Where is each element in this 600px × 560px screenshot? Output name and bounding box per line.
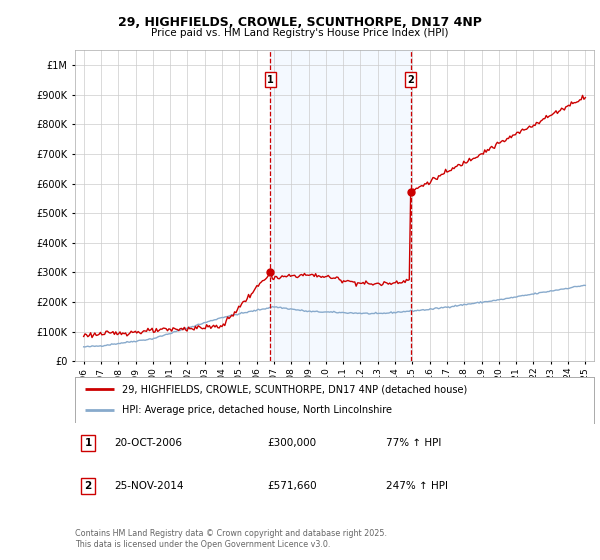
Text: 2: 2 <box>85 481 92 491</box>
Text: 25-NOV-2014: 25-NOV-2014 <box>114 481 184 491</box>
Text: Price paid vs. HM Land Registry's House Price Index (HPI): Price paid vs. HM Land Registry's House … <box>151 28 449 38</box>
Bar <box>271 50 410 361</box>
Text: 1: 1 <box>85 438 92 448</box>
Text: 247% ↑ HPI: 247% ↑ HPI <box>386 481 448 491</box>
Text: £300,000: £300,000 <box>267 438 316 448</box>
Text: HPI: Average price, detached house, North Lincolnshire: HPI: Average price, detached house, Nort… <box>122 405 392 416</box>
Text: 20-OCT-2006: 20-OCT-2006 <box>114 438 182 448</box>
Text: 77% ↑ HPI: 77% ↑ HPI <box>386 438 442 448</box>
Text: Contains HM Land Registry data © Crown copyright and database right 2025.
This d: Contains HM Land Registry data © Crown c… <box>75 529 387 549</box>
Text: 29, HIGHFIELDS, CROWLE, SCUNTHORPE, DN17 4NP (detached house): 29, HIGHFIELDS, CROWLE, SCUNTHORPE, DN17… <box>122 384 467 394</box>
Text: £571,660: £571,660 <box>267 481 317 491</box>
Text: 29, HIGHFIELDS, CROWLE, SCUNTHORPE, DN17 4NP: 29, HIGHFIELDS, CROWLE, SCUNTHORPE, DN17… <box>118 16 482 29</box>
Text: 2: 2 <box>407 75 414 85</box>
Text: 1: 1 <box>267 75 274 85</box>
